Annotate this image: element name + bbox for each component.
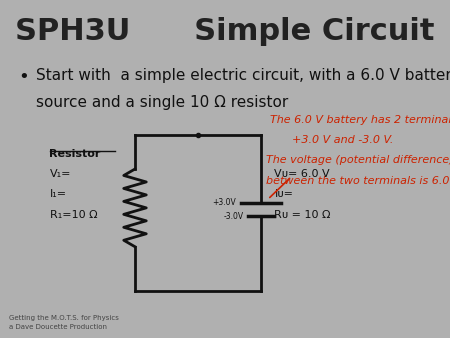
Text: Resistor: Resistor bbox=[50, 149, 101, 159]
Text: The 6.0 V battery has 2 terminals:: The 6.0 V battery has 2 terminals: bbox=[270, 115, 450, 125]
Text: +3.0 V and -3.0 V.: +3.0 V and -3.0 V. bbox=[292, 135, 394, 145]
Text: I₁=: I₁= bbox=[50, 189, 67, 199]
Text: SPH3U      Simple Circuit: SPH3U Simple Circuit bbox=[15, 17, 435, 46]
Text: Iᴜ=: Iᴜ= bbox=[274, 189, 293, 199]
Text: +3.0V: +3.0V bbox=[212, 198, 236, 207]
Text: between the two terminals is 6.0 V.: between the two terminals is 6.0 V. bbox=[266, 176, 450, 186]
Text: R₁=10 Ω: R₁=10 Ω bbox=[50, 210, 97, 220]
Text: Rᴜ = 10 Ω: Rᴜ = 10 Ω bbox=[274, 210, 331, 220]
Text: source and a single 10 Ω resistor: source and a single 10 Ω resistor bbox=[36, 95, 288, 110]
Text: The voltage (potential difference): The voltage (potential difference) bbox=[266, 155, 450, 166]
Text: Start with  a simple electric circuit, with a 6.0 V battery: Start with a simple electric circuit, wi… bbox=[36, 68, 450, 82]
Text: Getting the M.O.T.S. for Physics
a Dave Doucette Production: Getting the M.O.T.S. for Physics a Dave … bbox=[9, 315, 119, 330]
Text: Vᴜ= 6.0 V: Vᴜ= 6.0 V bbox=[274, 169, 330, 179]
Text: V₁=: V₁= bbox=[50, 169, 71, 179]
Text: •: • bbox=[18, 68, 29, 86]
Text: -3.0V: -3.0V bbox=[224, 212, 244, 221]
